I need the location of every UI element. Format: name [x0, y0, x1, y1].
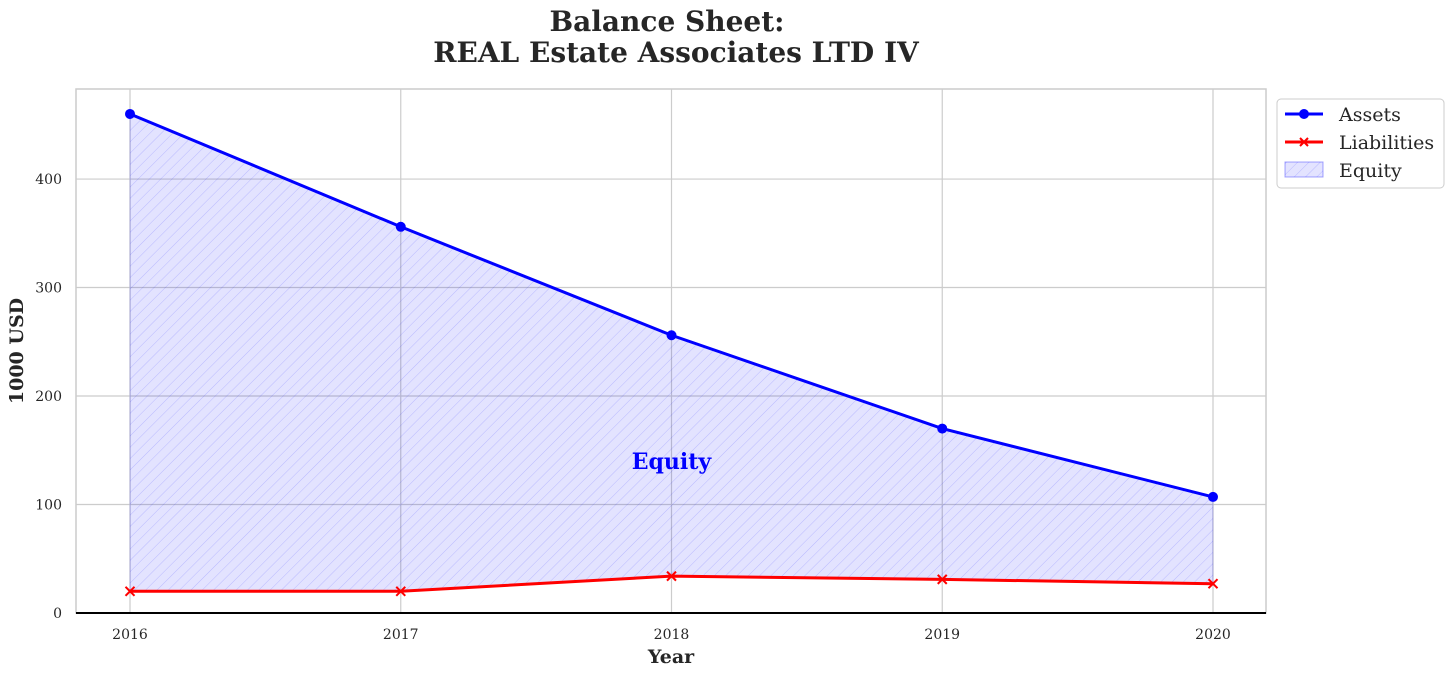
liabilities-point — [666, 570, 677, 582]
legend: Assets Liabilities Equity — [1276, 98, 1445, 189]
assets-point — [666, 330, 677, 341]
equity-annotation: Equity — [632, 449, 713, 475]
x-axis-label: Year — [647, 646, 695, 668]
legend-assets-marker — [1299, 109, 1309, 119]
liabilities-point — [937, 574, 948, 585]
y-tick-label: 400 — [35, 172, 62, 188]
legend-items: Assets Liabilities Equity — [1284, 104, 1434, 182]
x-tick-label: 2018 — [654, 627, 690, 643]
legend-liabilities-label: Liabilities — [1339, 132, 1434, 154]
liabilities-point-stroke — [666, 570, 677, 582]
y-tick-label: 100 — [35, 498, 62, 514]
assets-point — [125, 108, 135, 119]
legend-liabilities-marker — [1299, 137, 1309, 147]
series-layer — [124, 108, 1219, 597]
assets-point — [1208, 491, 1218, 502]
x-tick-labels: 2016 2017 2018 2019 2020 — [112, 627, 1231, 643]
legend-marker-stroke — [1299, 137, 1309, 147]
liabilities-point-stroke — [124, 586, 136, 597]
liabilities-point-stroke — [395, 586, 406, 597]
y-tick-label: 200 — [35, 389, 62, 405]
liabilities-point — [124, 586, 136, 597]
y-axis-label: 1000 USD — [6, 298, 28, 404]
chart-title-line2: REAL Estate Associates LTD IV — [433, 36, 920, 69]
x-tick-label: 2019 — [924, 627, 960, 643]
x-tick-label: 2016 — [112, 627, 148, 643]
y-tick-labels: 0 100 200 300 400 — [35, 172, 62, 622]
legend-assets-label: Assets — [1338, 104, 1401, 126]
x-tick-label: 2020 — [1195, 627, 1231, 643]
assets-point — [395, 221, 406, 232]
x-tick-label: 2017 — [383, 627, 419, 643]
liabilities-point — [395, 586, 406, 597]
legend-equity-label: Equity — [1339, 160, 1402, 182]
liabilities-point-stroke — [1207, 578, 1219, 589]
legend-equity-swatch — [1284, 161, 1324, 178]
chart-title-line1: Balance Sheet: — [549, 5, 784, 38]
liabilities-point — [1207, 578, 1219, 589]
assets-point — [937, 423, 948, 434]
y-tick-label: 0 — [53, 606, 62, 622]
y-tick-label: 300 — [35, 281, 62, 297]
liabilities-point-stroke — [937, 574, 948, 585]
